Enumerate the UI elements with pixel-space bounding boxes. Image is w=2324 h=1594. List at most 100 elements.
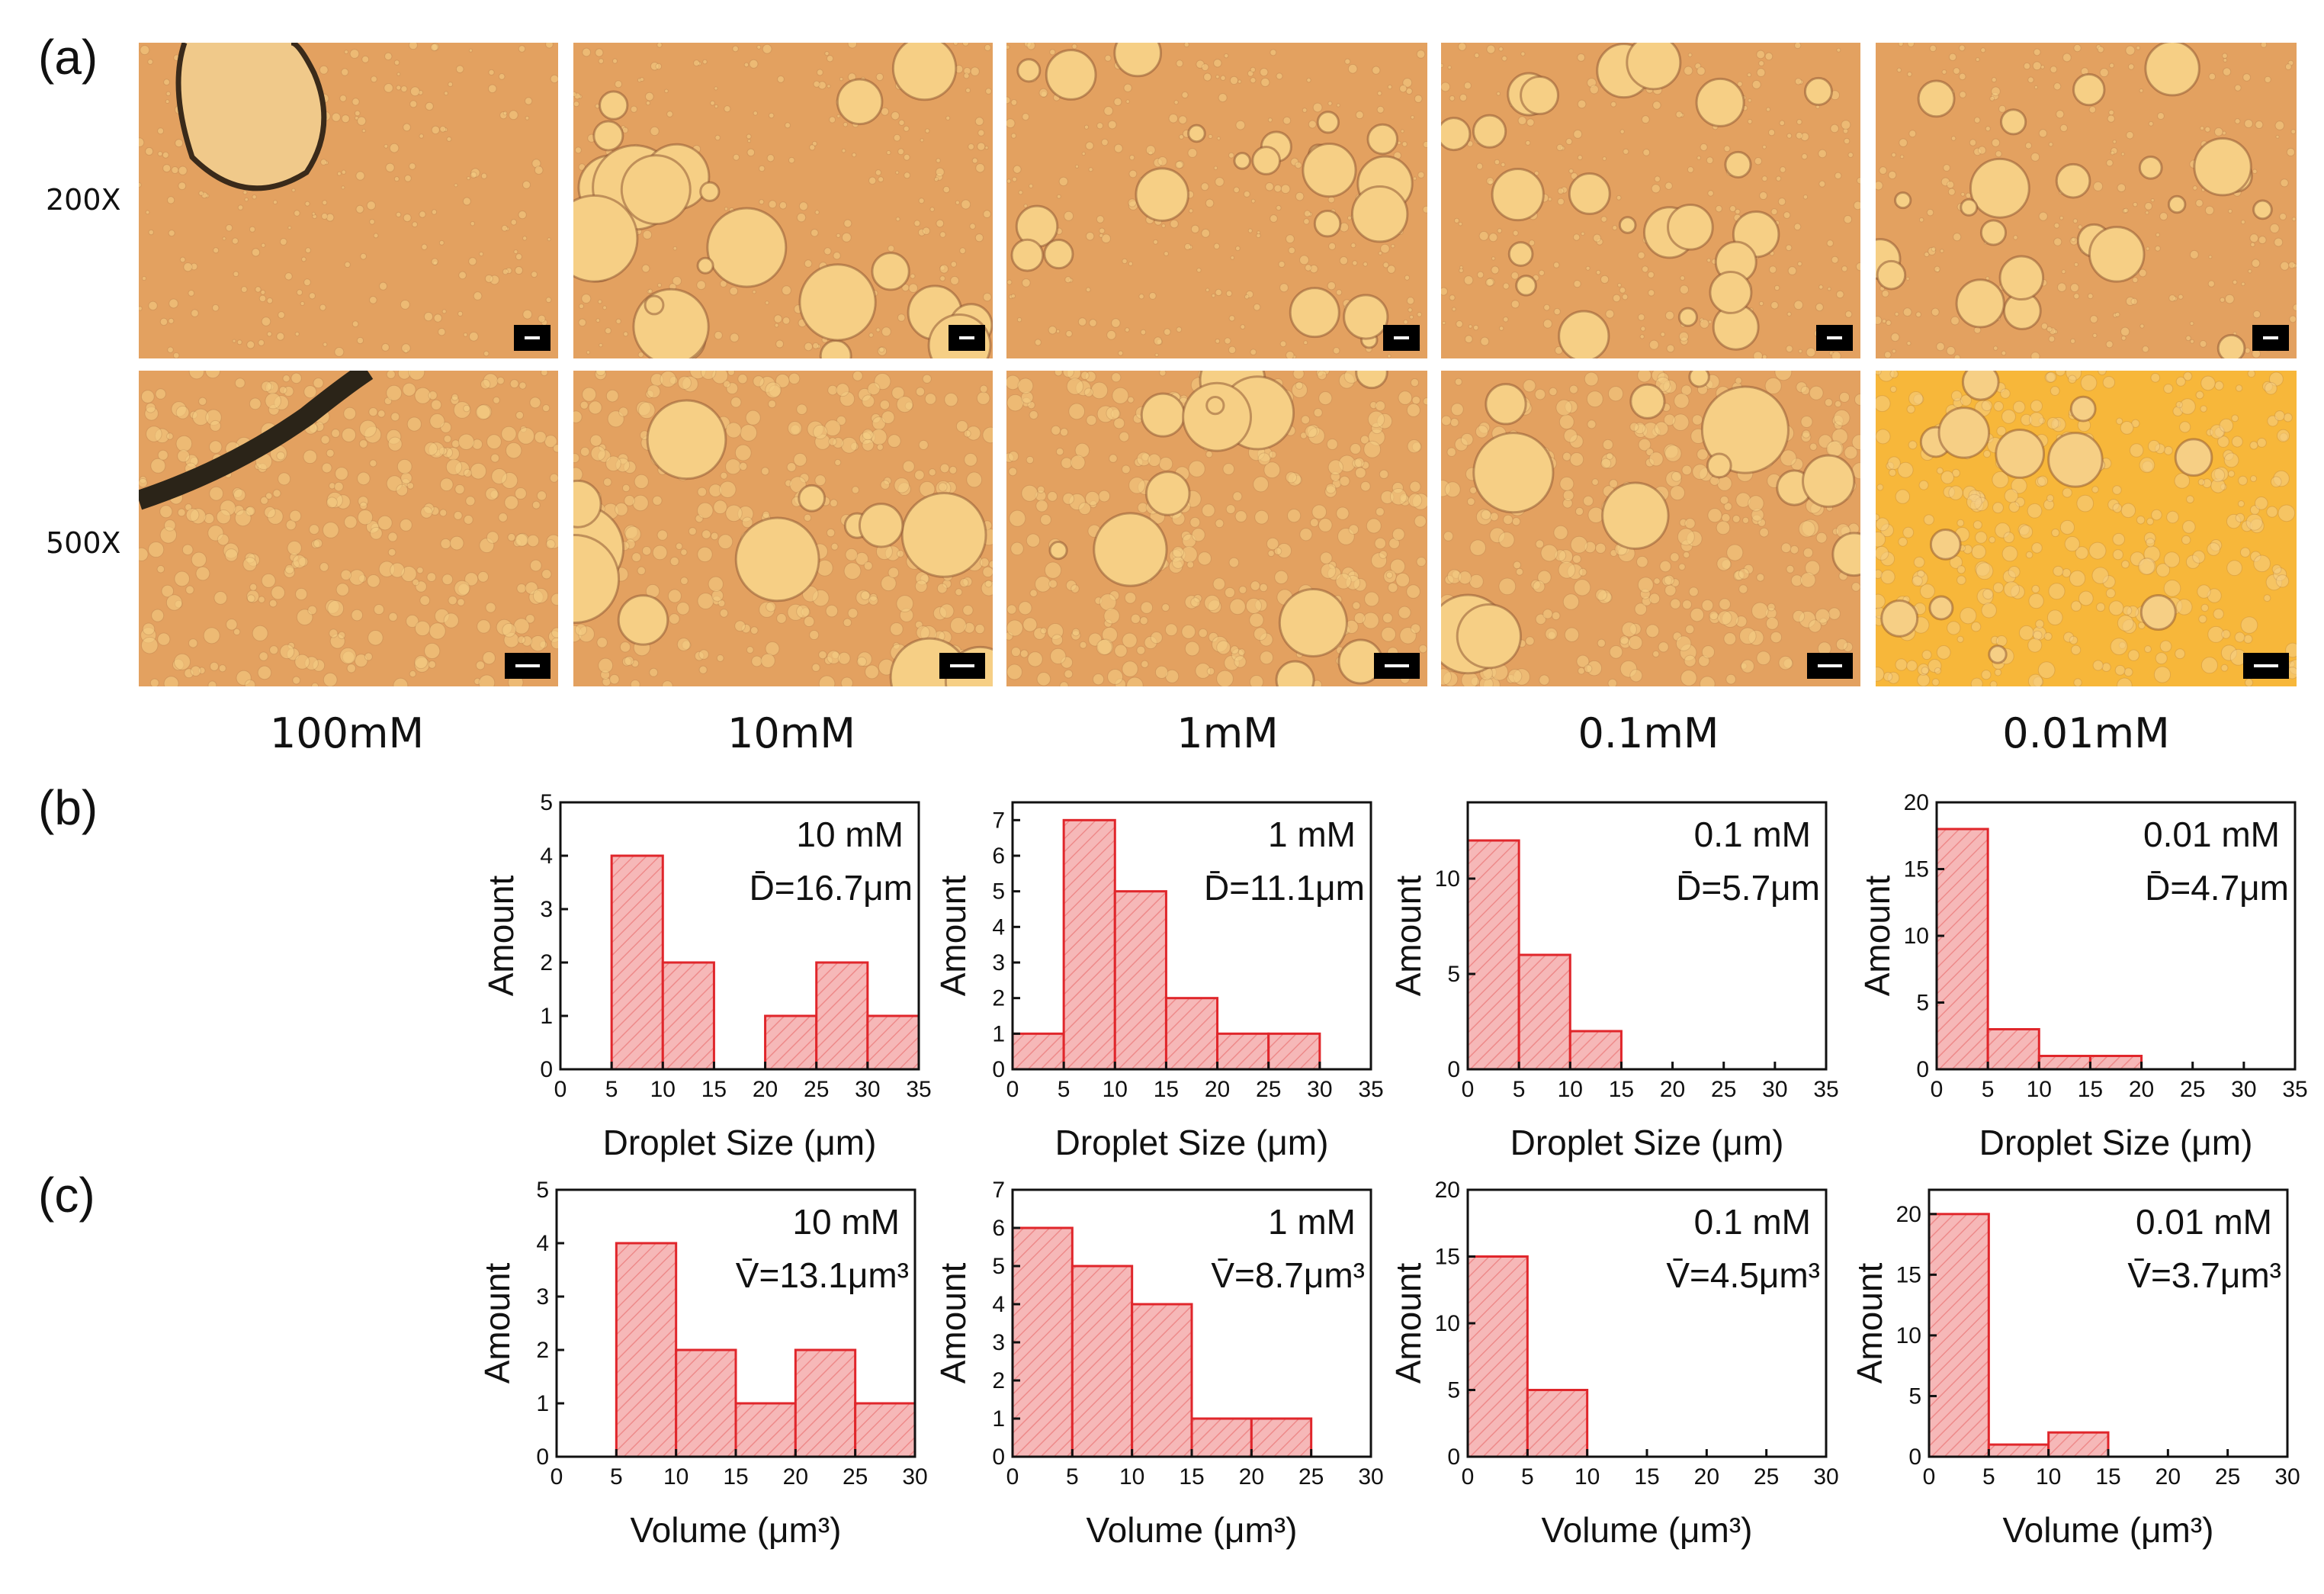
histogram-bar xyxy=(2047,1431,2110,1458)
histogram-bar xyxy=(615,1242,678,1458)
y-tick-label: 15 xyxy=(1896,1262,1921,1287)
x-tick-label: 25 xyxy=(1711,1077,1736,1102)
mean-annotation: V̄=13.1μm³ xyxy=(736,1255,909,1295)
concentration-label-100mM: 100mM xyxy=(269,709,425,757)
x-axis-label: Droplet Size (μm) xyxy=(1979,1123,2253,1162)
x-tick-label: 25 xyxy=(1256,1077,1281,1102)
concentration-label-0-01mM: 0.01mM xyxy=(2002,709,2170,757)
histogram-bar xyxy=(1164,997,1219,1071)
x-tick-label: 10 xyxy=(1103,1077,1128,1102)
x-tick-label: 0 xyxy=(1931,1077,1944,1102)
histogram-bar xyxy=(1190,1417,1253,1458)
x-tick-label: 30 xyxy=(1307,1077,1332,1102)
micrograph-image xyxy=(1441,371,1860,686)
histogram-bar xyxy=(1986,1028,2040,1071)
micrograph-texture xyxy=(1006,371,1427,686)
x-axis-label: Volume (μm³) xyxy=(1087,1510,1298,1550)
x-tick-label: 0 xyxy=(1006,1077,1019,1102)
concentration-annotation: 1 mM xyxy=(1268,1202,1356,1242)
plot-frame xyxy=(1466,801,1828,1071)
y-tick-label: 0 xyxy=(1916,1057,1929,1082)
y-tick-label: 20 xyxy=(1435,1178,1460,1203)
histogram-chart: 0 5 10 15 20 25 30 35 0 5 10 Droplet Size (μm) Amoun… xyxy=(1369,795,1872,1180)
histogram-bar xyxy=(1466,1255,1529,1458)
panel-b-label: (b) xyxy=(38,780,98,835)
concentration-label-10mM: 10mM xyxy=(727,709,855,757)
y-tick-label: 5 xyxy=(1447,962,1460,987)
mean-annotation: V̄=8.7μm³ xyxy=(1211,1255,1365,1295)
y-tick-label: 15 xyxy=(1435,1245,1460,1270)
micrograph-texture xyxy=(573,371,993,686)
x-tick-label: 10 xyxy=(1558,1077,1583,1102)
x-tick-label: 15 xyxy=(1154,1077,1179,1102)
y-tick-label: 10 xyxy=(1896,1323,1921,1348)
x-tick-label: 15 xyxy=(701,1077,727,1102)
y-tick-label: 5 xyxy=(992,879,1005,905)
x-axis-label: Droplet Size (μm) xyxy=(1055,1123,1329,1162)
x-tick-label: 25 xyxy=(804,1077,829,1102)
mean-annotation: D̄=16.7μm xyxy=(750,868,913,908)
x-tick-label: 25 xyxy=(1754,1464,1779,1490)
histogram-chart: 0 5 10 15 20 25 30 35 0 5 10 15 20 Droplet Size (μm) A… xyxy=(1838,790,2324,1180)
histogram-bar xyxy=(764,1014,818,1071)
y-tick-label: 3 xyxy=(992,950,1005,975)
x-tick-label: 10 xyxy=(1119,1464,1144,1490)
x-tick-label: 0 xyxy=(1462,1077,1475,1102)
y-axis-label: Amount xyxy=(477,1263,517,1384)
micrograph-texture xyxy=(1876,43,2297,358)
y-tick-label: 2 xyxy=(992,1368,1005,1393)
x-tick-label: 15 xyxy=(1179,1464,1204,1490)
concentration-annotation: 0.01 mM xyxy=(2143,815,2280,854)
micrograph-texture xyxy=(1876,371,2297,686)
y-tick-label: 3 xyxy=(540,897,553,922)
y-axis-label: Amount xyxy=(1388,876,1428,997)
y-tick-label: 1 xyxy=(540,1004,553,1029)
histogram-chart: 0 5 10 15 20 25 30 35 0 1 2 3 4 5 Droplet Size (μm) Amo… xyxy=(461,790,965,1180)
x-tick-label: 15 xyxy=(723,1464,748,1490)
x-tick-label: 25 xyxy=(1298,1464,1324,1490)
histogram-bar xyxy=(815,961,869,1071)
y-tick-label: 5 xyxy=(1908,1384,1921,1409)
histogram-chart: 0 5 10 15 20 25 30 0 1 2 3 4 5 6 7 Volume (μm³) Amount 1 … xyxy=(913,1178,1417,1567)
x-tick-label: 20 xyxy=(1239,1464,1264,1490)
y-tick-label: 1 xyxy=(992,1406,1005,1432)
histogram-chart: 0 5 10 15 20 25 30 0 1 2 3 4 5 Volume (μm³) Amount 10 m… xyxy=(457,1178,961,1567)
y-tick-label: 0 xyxy=(1447,1057,1460,1082)
histogram-bar xyxy=(1011,1032,1065,1071)
plot-frame xyxy=(1011,801,1372,1071)
y-tick-label: 0 xyxy=(1447,1445,1460,1470)
y-tick-label: 4 xyxy=(536,1231,549,1256)
micrograph-image xyxy=(139,371,558,686)
histogram-svg: 0 5 10 15 20 25 30 35 0 5 10 15 20 Droplet Size (μm) A… xyxy=(1857,790,2308,1162)
histogram-chart: 0 5 10 15 20 25 30 0 5 10 15 20 Volume (μm³) Amount 0.… xyxy=(1830,1182,2324,1567)
micrograph-texture xyxy=(1441,371,1860,686)
y-tick-label: 10 xyxy=(1904,924,1929,949)
x-tick-label: 20 xyxy=(2129,1077,2154,1102)
mean-annotation: V̄=3.7μm³ xyxy=(2127,1255,2281,1295)
x-axis-label: Volume (μm³) xyxy=(631,1510,842,1550)
y-tick-label: 20 xyxy=(1896,1202,1921,1227)
x-tick-label: 15 xyxy=(1634,1464,1659,1490)
micrograph-texture xyxy=(139,43,558,358)
x-tick-label: 20 xyxy=(1694,1464,1719,1490)
concentration-annotation: 0.1 mM xyxy=(1694,815,1811,854)
concentration-annotation: 10 mM xyxy=(792,1202,900,1242)
x-tick-label: 5 xyxy=(1058,1077,1071,1102)
histogram-chart: 0 5 10 15 20 25 30 35 0 1 2 3 4 5 6 7 Droplet Size (μm) A… xyxy=(913,795,1417,1180)
micrograph-image xyxy=(1876,371,2297,686)
x-tick-label: 35 xyxy=(906,1077,931,1102)
x-tick-label: 20 xyxy=(1205,1077,1230,1102)
x-tick-label: 0 xyxy=(1923,1464,1936,1490)
y-tick-label: 5 xyxy=(992,1254,1005,1279)
micrograph-image xyxy=(1876,43,2297,358)
x-tick-label: 25 xyxy=(2180,1077,2205,1102)
histogram-bar xyxy=(794,1348,857,1458)
histogram-svg: 0 5 10 15 20 25 30 0 1 2 3 4 5 Volume (μm³) Amount 10 m… xyxy=(477,1178,928,1550)
x-tick-label: 15 xyxy=(2078,1077,2103,1102)
y-tick-label: 10 xyxy=(1435,866,1460,892)
mean-annotation: D̄=11.1μm xyxy=(1204,868,1365,908)
x-axis-label: Volume (μm³) xyxy=(2003,1510,2214,1550)
y-axis-label: Amount xyxy=(1850,1263,1889,1384)
histogram-bar xyxy=(610,854,664,1071)
magnification-500x-label: 500X xyxy=(46,526,121,560)
